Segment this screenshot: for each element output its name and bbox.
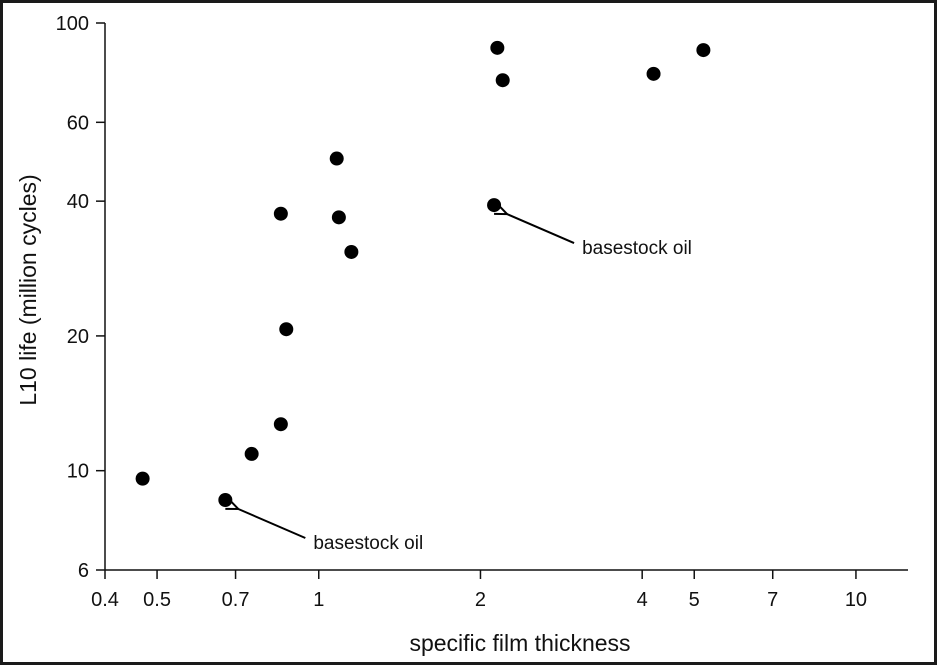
data-points	[135, 40, 711, 508]
y-tick-label: 6	[78, 560, 89, 582]
annotation-label: basestock oil	[582, 238, 692, 259]
data-point	[218, 493, 233, 508]
x-axis-title: specific film thickness	[409, 630, 630, 656]
x-tick-label: 7	[767, 589, 778, 611]
annotations: basestock oil basestock oil	[238, 214, 692, 554]
data-point	[696, 43, 711, 58]
y-tick-label: 10	[67, 461, 89, 483]
x-axis-ticks: 0.4 0.5 0.7 1 2 4 5 7 10	[91, 570, 867, 611]
y-tick-label: 20	[67, 326, 89, 348]
x-tick-label: 4	[637, 589, 648, 611]
annotation-label: basestock oil	[313, 533, 423, 554]
x-tick-label: 10	[845, 589, 867, 611]
data-point	[495, 73, 510, 88]
x-tick-label: 1	[313, 589, 324, 611]
annotation-arrow	[507, 214, 575, 244]
y-axis-ticks: 6 10 20 40 60 100	[56, 13, 105, 582]
x-tick-label: 0.5	[143, 589, 171, 611]
data-point	[490, 40, 505, 55]
x-tick-label: 0.7	[222, 589, 250, 611]
x-tick-label: 5	[689, 589, 700, 611]
data-point	[331, 210, 346, 225]
data-point	[344, 244, 359, 259]
data-point	[329, 151, 344, 166]
data-point	[273, 206, 288, 221]
annotation-arrow	[238, 509, 306, 539]
x-tick-label: 0.4	[91, 589, 119, 611]
data-point	[273, 417, 288, 432]
data-point	[244, 446, 259, 461]
y-axis-title: L10 life (million cycles)	[15, 174, 41, 405]
x-tick-label: 2	[475, 589, 486, 611]
data-point	[279, 322, 294, 337]
data-point	[135, 471, 150, 486]
data-point	[646, 66, 661, 81]
y-tick-label: 40	[67, 191, 89, 213]
y-tick-label: 60	[67, 112, 89, 134]
y-tick-label: 100	[56, 13, 89, 35]
data-point	[487, 198, 502, 213]
